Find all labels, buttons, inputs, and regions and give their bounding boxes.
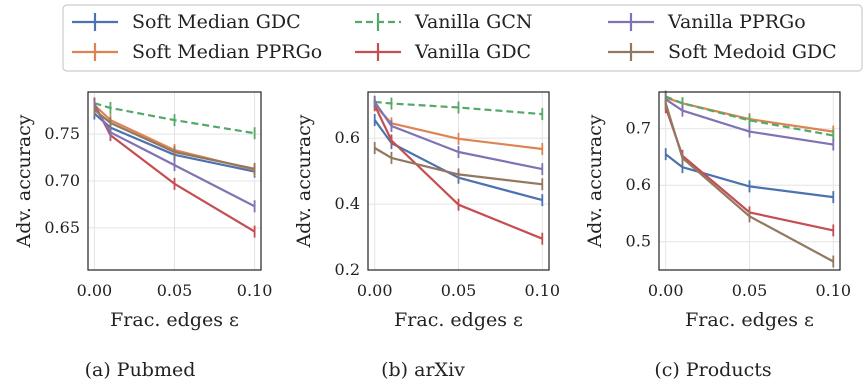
series-line [665, 98, 834, 146]
legend-item-soft-median-pprgo: Soft Median PPRGo [72, 41, 322, 63]
panel-3: 0.00 0.05 0.10 0.5 0.6 0.7 Frac. edges ε Adv. a… [584, 90, 851, 381]
series-line [664, 102, 834, 263]
x-axis-label: Frac. edges ε [394, 309, 523, 331]
legend-item-soft-medoid-gdc: Soft Medoid GDC [608, 41, 837, 63]
x-tick-label: 0.00 [648, 281, 684, 300]
legend: Soft Median GDC Soft Median PPRGo Vanilla … [72, 11, 837, 63]
chart-panels: 0.00 0.05 0.10 0.65 0.70 0.75 Frac. edges ε Adv… [13, 90, 851, 381]
series-line [373, 104, 543, 240]
panel-caption: (a) Pubmed [85, 359, 196, 381]
series-line [373, 119, 543, 202]
legend-label: Soft Median GDC [132, 11, 301, 33]
y-tick-label: 0.6 [335, 128, 360, 147]
panel-2: 0.00 0.05 0.10 0.2 0.4 0.6 Frac. edges ε Adv. a… [293, 91, 560, 381]
series-line [374, 147, 543, 186]
x-tick-label: 0.00 [357, 281, 393, 300]
series-line [665, 96, 834, 133]
y-tick-label: 0.75 [44, 124, 80, 143]
y-tick-label: 0.4 [335, 194, 360, 213]
series-vanilla-pprgo [373, 95, 544, 176]
y-tick-label: 0.5 [626, 232, 651, 251]
series-line [373, 101, 543, 171]
legend-label: Vanilla PPRGo [667, 11, 806, 33]
legend-label: Soft Median PPRGo [132, 41, 322, 63]
legend-label: Soft Medoid GDC [668, 41, 837, 63]
legend-box [62, 4, 863, 72]
panel-caption: (b) arXiv [381, 359, 465, 381]
y-tick-label: 0.7 [626, 119, 651, 138]
x-axis-label: Frac. edges ε [110, 309, 239, 331]
y-axis-label: Adv. accuracy [293, 114, 315, 248]
y-tick-label: 0.70 [44, 171, 80, 190]
panel-caption: (c) Products [654, 359, 771, 381]
legend-label: Vanilla GCN [414, 11, 532, 33]
y-axis-label: Adv. accuracy [584, 114, 606, 248]
series-soft-medoid-gdc [664, 97, 835, 268]
x-tick-label: 0.10 [237, 281, 273, 300]
series-line [93, 108, 255, 170]
x-tick-label: 0.05 [157, 281, 193, 300]
series-soft-medoid-gdc [373, 142, 544, 191]
x-tick-label: 0.10 [524, 281, 560, 300]
series-line [665, 153, 834, 199]
x-tick-label: 0.05 [441, 281, 477, 300]
y-tick-label: 0.6 [626, 175, 651, 194]
y-axis-label: Adv. accuracy [13, 114, 35, 248]
x-tick-label: 0.05 [732, 281, 768, 300]
plot-frame [367, 91, 550, 271]
y-tick-label: 0.2 [335, 260, 360, 279]
plot-frame [87, 91, 262, 271]
legend-item-vanilla-gdc: Vanilla GDC [355, 41, 531, 63]
x-axis-label: Frac. edges ε [685, 309, 814, 331]
legend-item-vanilla-pprgo: Vanilla PPRGo [608, 11, 806, 33]
y-tick-label: 0.65 [44, 218, 80, 237]
series-soft-medoid-gdc [93, 103, 256, 175]
series-line [93, 105, 256, 208]
panel-1: 0.00 0.05 0.10 0.65 0.70 0.75 Frac. edges ε Adv… [13, 91, 273, 381]
x-tick-label: 0.00 [77, 281, 113, 300]
legend-item-soft-median-gdc: Soft Median GDC [72, 11, 301, 33]
legend-item-vanilla-gcn: Vanilla GCN [355, 11, 532, 33]
series-line [94, 102, 255, 135]
legend-label: Vanilla GDC [414, 41, 531, 63]
plot-frame [658, 91, 841, 271]
series-line [374, 100, 543, 116]
x-tick-label: 0.10 [815, 281, 851, 300]
